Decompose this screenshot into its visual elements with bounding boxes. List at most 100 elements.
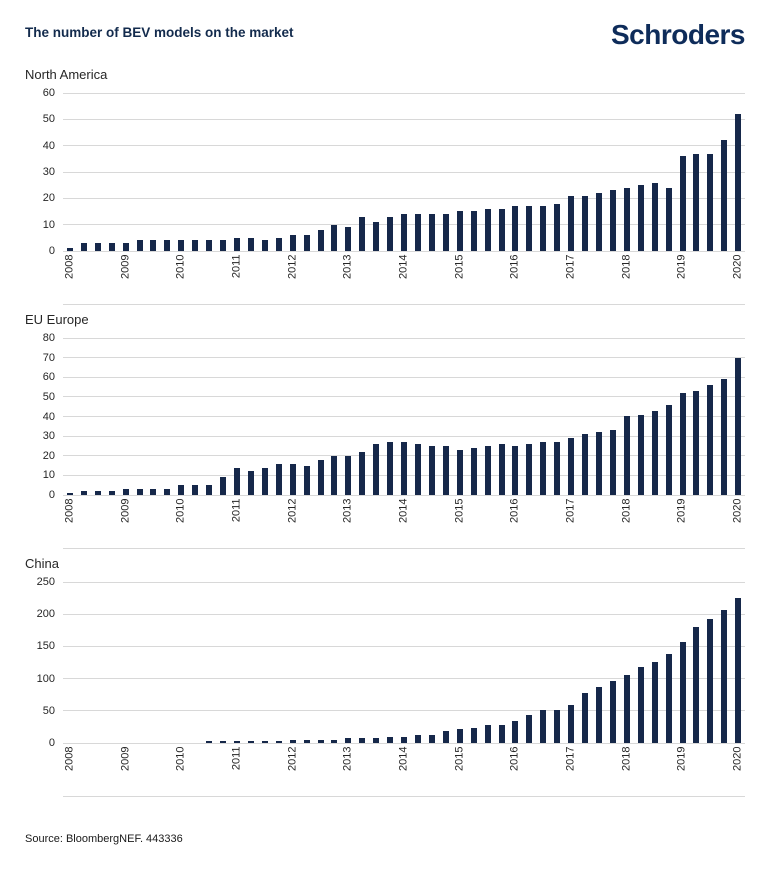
bar (289, 740, 296, 743)
bar-slot (105, 338, 119, 495)
bar (66, 493, 73, 495)
gridline (63, 678, 745, 680)
bar (220, 240, 227, 251)
y-axis-tick-label: 100 (36, 672, 55, 685)
bar (247, 741, 254, 743)
bar (498, 444, 505, 495)
x-axis-labels: 2008 2009 2010 2011 2012 2013 2014 2015 2016 2017… (63, 254, 745, 302)
bar-slot (564, 93, 578, 251)
bar-slot (369, 338, 383, 495)
x-axis-year-label: 2019 (675, 746, 688, 771)
bar-slot (620, 582, 634, 743)
bar-slot (676, 93, 690, 251)
bar-slot (119, 338, 133, 495)
x-axis-year-label: 2018 (620, 746, 633, 771)
bar-slot (147, 582, 161, 743)
bar (623, 416, 630, 495)
x-axis-year-label: 2012 (286, 498, 299, 523)
bar (707, 619, 714, 743)
bar (665, 654, 672, 743)
bar (108, 243, 115, 251)
bar (582, 434, 589, 495)
bar-slot (244, 93, 258, 251)
y-axis-tick-label: 250 (36, 576, 55, 588)
x-axis-year-label: 2017 (564, 254, 577, 279)
bar-slot (592, 582, 606, 743)
bar (415, 444, 421, 495)
bar (303, 740, 310, 743)
header: The number of BEV models on the market S… (25, 20, 746, 60)
bar-slot (467, 338, 481, 495)
y-axis-tick-label: 50 (42, 704, 55, 717)
bar-slot (63, 582, 77, 743)
bar-slot (550, 338, 564, 495)
bar-slot (397, 582, 411, 743)
bar-chart: 0 50 100 150 200 250 (25, 576, 745, 749)
y-axis-tick-label: 60 (42, 371, 55, 384)
bar-slot (355, 93, 369, 251)
bar-slot (314, 338, 328, 495)
bar (512, 446, 519, 495)
bar-slot (286, 582, 300, 743)
bar (526, 206, 533, 251)
bar-slot (119, 582, 133, 743)
x-axis-year-label: 2020 (731, 498, 744, 523)
bar (317, 230, 324, 251)
bar (679, 642, 686, 743)
x-axis-year-label: 2016 (508, 498, 521, 523)
bar (373, 444, 380, 495)
gridline (63, 197, 745, 199)
bar-slot (230, 338, 244, 495)
bar-slot (495, 93, 509, 251)
bar-slot (634, 582, 648, 743)
bar-slot (202, 93, 216, 251)
y-axis-tick-label: 50 (42, 113, 55, 126)
bar (331, 225, 338, 251)
bar (206, 485, 213, 495)
y-axis-tick-label: 0 (48, 489, 55, 501)
bar (401, 442, 408, 495)
bar-slot (578, 338, 592, 495)
y-axis-tick-label: 10 (42, 469, 55, 482)
y-axis-tick-label: 10 (42, 218, 55, 231)
bar (707, 154, 714, 251)
bar-slot (606, 582, 620, 743)
bar (679, 156, 686, 251)
bar (317, 460, 324, 495)
bar (623, 675, 630, 743)
bar (540, 442, 547, 495)
bar (247, 471, 254, 495)
bar-slot (634, 338, 648, 495)
gridline (63, 376, 745, 378)
bar (609, 681, 616, 743)
bar-slot (578, 582, 592, 743)
x-axis-year-label: 2011 (230, 254, 243, 279)
bar-slot (188, 93, 202, 251)
bar (693, 391, 700, 495)
gridlines (63, 581, 745, 744)
bar (442, 214, 449, 251)
bar-slot (202, 582, 216, 743)
x-axis-year-label: 2016 (508, 254, 521, 279)
bar (498, 209, 505, 251)
bar-slot (188, 582, 202, 743)
bar (484, 446, 491, 495)
bar-slot (244, 338, 258, 495)
bar-slot (717, 93, 731, 251)
bar (150, 489, 157, 495)
bar-slot (495, 338, 509, 495)
x-axis-year-label: 2015 (453, 254, 466, 279)
bar-slot (522, 93, 536, 251)
bar-slot (147, 93, 161, 251)
bar-slot (272, 93, 286, 251)
bar-series (63, 582, 745, 743)
bar (540, 206, 547, 251)
bar (206, 240, 213, 251)
bar (456, 729, 463, 743)
bar-slot (133, 93, 147, 251)
gridline (63, 92, 745, 94)
chart-title: North America (25, 67, 108, 82)
bar-slot (91, 93, 105, 251)
plot-area (63, 337, 745, 496)
